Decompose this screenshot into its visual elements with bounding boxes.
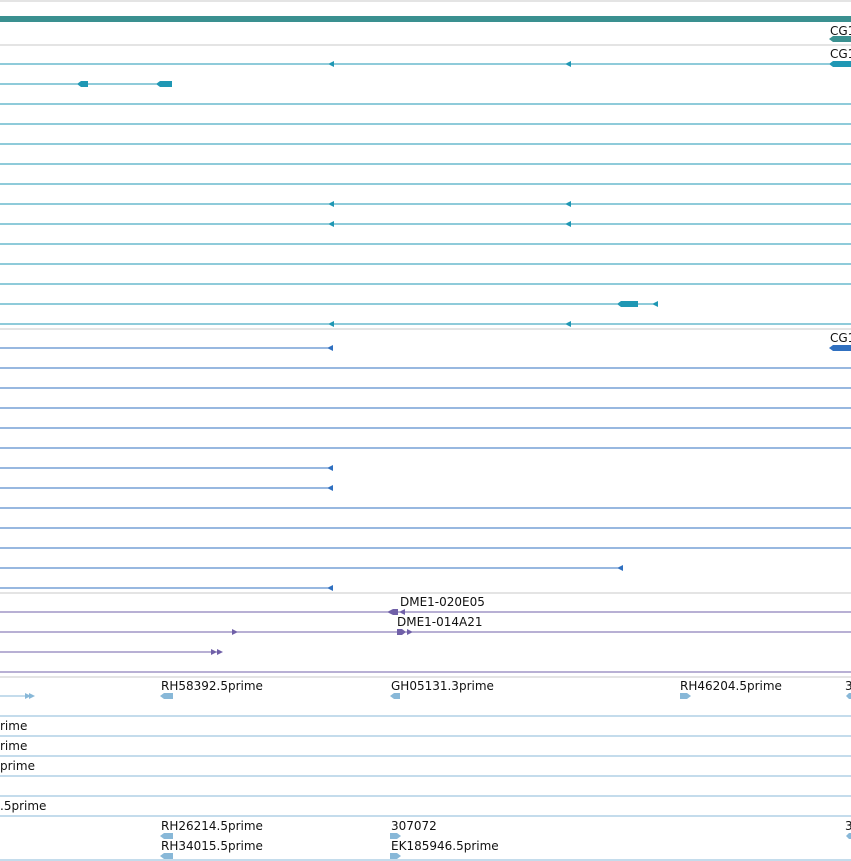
- est-label[interactable]: RH34015.5prime: [161, 839, 263, 853]
- transcript-row[interactable]: [0, 321, 851, 327]
- transcript-row[interactable]: [0, 565, 623, 571]
- est-label[interactable]: GH05131.3prime: [391, 679, 494, 693]
- clone-end-left[interactable]: [387, 609, 398, 615]
- clone-row[interactable]: [0, 629, 851, 635]
- est-label[interactable]: RH26214.5prime: [161, 819, 263, 833]
- est-block[interactable]: [160, 693, 173, 699]
- transcript-label-teal[interactable]: CG1: [830, 47, 851, 61]
- est-block[interactable]: [390, 833, 401, 839]
- est-block[interactable]: [846, 833, 851, 839]
- intron-arrow-left: [565, 321, 571, 327]
- intron-arrow-left: [565, 221, 571, 227]
- gene-label-top[interactable]: CG1: [830, 24, 851, 38]
- intron-arrow-right: [211, 649, 217, 655]
- intron-arrow-right: [407, 629, 413, 635]
- transcript-row[interactable]: [0, 585, 333, 591]
- intron-arrow-right: [217, 649, 223, 655]
- intron-arrow-left: [565, 61, 571, 67]
- transcript-row[interactable]: [0, 201, 851, 207]
- intron-arrow-left: [327, 585, 333, 591]
- est-label[interactable]: rime: [0, 739, 27, 753]
- intron-arrow-left: [328, 221, 334, 227]
- track-est-alignments[interactable]: RH58392.5prime GH05131.3prime RH46204.5p…: [0, 679, 851, 861]
- transcript-row[interactable]: [0, 61, 851, 67]
- transcript-row[interactable]: [0, 301, 658, 307]
- exon-block[interactable]: [617, 301, 638, 307]
- clone-end-right[interactable]: [397, 629, 406, 635]
- exon-block[interactable]: [77, 81, 88, 87]
- clone-label-020e05[interactable]: DME1-020E05: [400, 595, 485, 609]
- intron-arrow-left: [328, 321, 334, 327]
- intron-arrow-left: [617, 565, 623, 571]
- est-block[interactable]: [846, 693, 851, 699]
- est-label[interactable]: 3: [845, 679, 851, 693]
- exon-block[interactable]: [156, 81, 172, 87]
- est-block[interactable]: [390, 693, 400, 699]
- intron-arrow-left: [327, 465, 333, 471]
- track-clones-purple[interactable]: DME1-020E05 DME1-014A21: [0, 595, 851, 673]
- transcript-row[interactable]: [0, 345, 851, 351]
- est-block[interactable]: [160, 833, 173, 839]
- est-label[interactable]: .5prime: [0, 799, 46, 813]
- exon-block[interactable]: [829, 345, 851, 351]
- intron-arrow-left: [327, 485, 333, 491]
- intron-arrow-left: [565, 201, 571, 207]
- gene-model-end-arrow[interactable]: [829, 36, 851, 42]
- est-label[interactable]: RH58392.5prime: [161, 679, 263, 693]
- track-gene-models-top[interactable]: CG1: [0, 0, 851, 46]
- intron-arrow-left: [328, 201, 334, 207]
- transcript-row[interactable]: [0, 485, 333, 491]
- est-block[interactable]: [390, 853, 401, 859]
- est-label[interactable]: rime: [0, 719, 27, 733]
- transcript-row[interactable]: [0, 81, 172, 87]
- gene-model-bar[interactable]: [0, 16, 851, 22]
- track-transcripts-teal[interactable]: CG1: [0, 47, 851, 327]
- transcript-label-blue[interactable]: CG1: [830, 331, 851, 345]
- est-label[interactable]: prime: [0, 759, 35, 773]
- clone-row[interactable]: [0, 609, 851, 615]
- intron-arrow-right: [232, 629, 238, 635]
- est-label[interactable]: RH46204.5prime: [680, 679, 782, 693]
- est-label[interactable]: 3: [845, 819, 851, 833]
- est-label[interactable]: 307072: [391, 819, 437, 833]
- transcript-row[interactable]: [0, 221, 851, 227]
- est-block[interactable]: [680, 693, 691, 699]
- exon-block[interactable]: [829, 61, 851, 67]
- est-arrow-right: [25, 693, 31, 699]
- est-row[interactable]: [0, 693, 35, 699]
- transcript-row[interactable]: [0, 465, 333, 471]
- est-label[interactable]: EK185946.5prime: [391, 839, 499, 853]
- est-block[interactable]: [160, 853, 173, 859]
- clone-label-014a21[interactable]: DME1-014A21: [397, 615, 483, 629]
- intron-arrow-left: [652, 301, 658, 307]
- intron-arrow-left: [399, 609, 405, 615]
- intron-arrow-left: [327, 345, 333, 351]
- track-transcripts-blue[interactable]: CG1: [0, 331, 851, 591]
- clone-row[interactable]: [0, 649, 223, 655]
- intron-arrow-left: [328, 61, 334, 67]
- est-arrow-right: [29, 693, 35, 699]
